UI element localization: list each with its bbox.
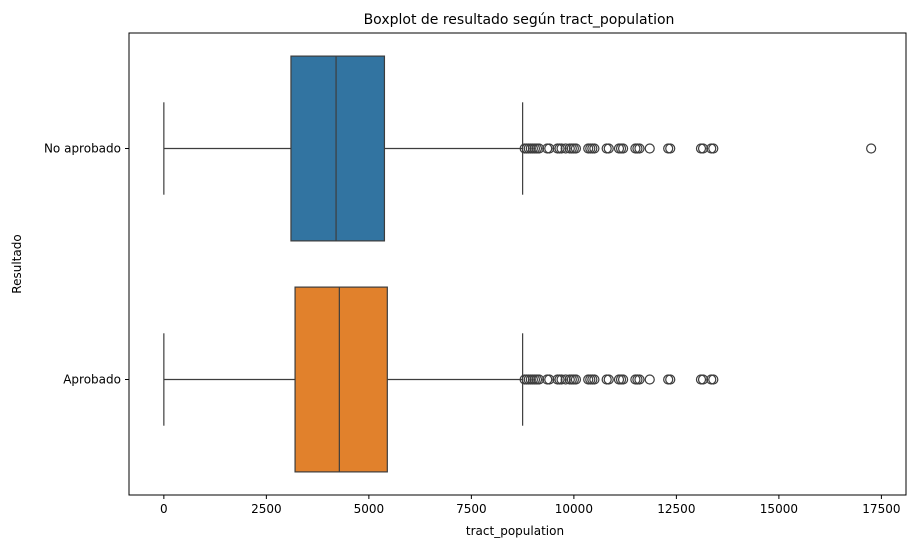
outlier-point [589,143,600,154]
outlier-point [570,374,582,385]
x-tick-label: 2500 [251,502,282,516]
x-tick-label: 5000 [354,502,385,516]
y-tick-label: No aprobado [44,142,121,156]
outlier-point [665,143,676,154]
outlier-point [556,143,567,154]
outlier-point [695,143,707,154]
outlier-point [697,374,709,385]
outlier-point [544,374,555,385]
outlier-point [708,143,719,154]
outlier-point [708,374,719,385]
x-tick-label: 0 [160,502,168,516]
plot-frame [128,32,907,496]
outlier-point [533,143,545,154]
outlier-point [632,143,643,154]
outlier-point [663,374,674,385]
outlier-point [665,374,676,385]
x-tick-label: 15000 [760,502,798,516]
plot-area: No aprobado Aprobado 0 2500 5000 7500 10000 125… [44,55,900,516]
outlier-point [632,374,643,385]
outlier-point [603,143,614,154]
outlier-point [544,143,555,154]
iqr-box [294,286,388,473]
outlier-point [663,143,674,154]
outlier-point [644,374,655,385]
outlier-point [601,374,612,385]
outlier-point [556,374,567,385]
box-group-no-aprobado [163,55,877,242]
outlier-point [615,143,627,154]
outlier-point [603,374,614,385]
x-axis-title: tract_population [466,524,564,538]
outlier-point [634,143,645,154]
outlier-point [570,143,582,154]
outlier-point [634,374,645,385]
x-tick-label: 10000 [555,502,593,516]
x-tick-label: 7500 [456,502,487,516]
box-group-aprobado [163,286,719,473]
outlier-point [533,374,545,385]
outlier-point [560,143,571,154]
outlier-point [866,143,877,154]
iqr-box [290,55,386,242]
outlier-point [560,374,571,385]
outlier-point [615,374,627,385]
outlier-point [644,143,655,154]
y-axis-title: Resultado [10,234,24,293]
chart-title: Boxplot de resultado según tract_populat… [364,12,675,28]
outlier-point [697,143,709,154]
x-tick-label: 17500 [862,502,900,516]
outlier-point [601,143,612,154]
outlier-point [617,374,629,385]
outlier-point [695,374,707,385]
y-tick-label: Aprobado [63,373,121,387]
x-tick-label: 12500 [657,502,695,516]
outlier-point [589,374,600,385]
outlier-point [617,143,629,154]
